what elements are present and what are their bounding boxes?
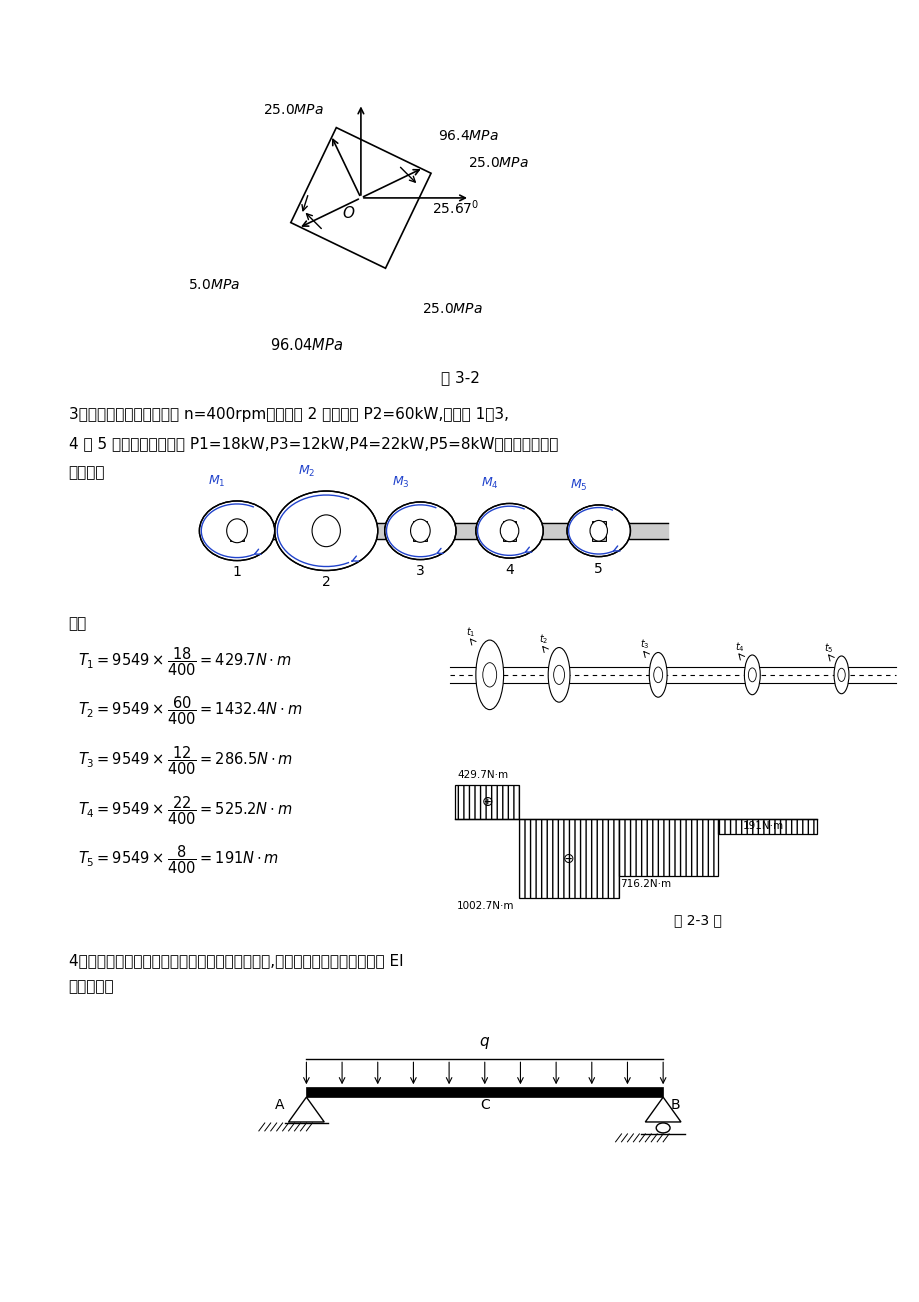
Ellipse shape: [384, 503, 456, 560]
Text: $O$: $O$: [342, 204, 356, 221]
Bar: [230, 521, 244, 540]
Ellipse shape: [275, 491, 378, 570]
Text: 1002.7N·m: 1002.7N·m: [457, 901, 514, 911]
Text: $T_1 = 9549 \times \dfrac{18}{400} = 429.7N \cdot m$: $T_1 = 9549 \times \dfrac{18}{400} = 429…: [78, 644, 292, 677]
Bar: [317, 521, 335, 540]
Text: $T_2 = 9549 \times \dfrac{60}{400} = 1432.4N \cdot m$: $T_2 = 9549 \times \dfrac{60}{400} = 143…: [78, 695, 302, 728]
Ellipse shape: [834, 656, 848, 694]
Text: $T_3 = 9549 \times \dfrac{12}{400} = 286.5N \cdot m$: $T_3 = 9549 \times \dfrac{12}{400} = 286…: [78, 745, 293, 777]
Bar: [413, 521, 426, 540]
Text: 题 2-3 图: 题 2-3 图: [673, 913, 721, 927]
Bar: [519, 819, 618, 898]
Text: $T_5 = 9549 \times \dfrac{8}{400} = 191N \cdot m$: $T_5 = 9549 \times \dfrac{8}{400} = 191N…: [78, 844, 279, 876]
Text: 2: 2: [322, 575, 330, 590]
Bar: [717, 819, 816, 835]
Ellipse shape: [548, 647, 570, 702]
Text: $t_3$: $t_3$: [639, 638, 649, 651]
Ellipse shape: [743, 655, 759, 695]
Text: 4 和 5 的输出功率分别为 P1=18kW,P3=12kW,P4=22kW,P5=8kW。试绘制该轴的: 4 和 5 的输出功率分别为 P1=18kW,P3=12kW,P4=22kW,P…: [69, 436, 557, 450]
Text: 5: 5: [594, 561, 603, 575]
Ellipse shape: [475, 641, 503, 710]
Text: $q$: $q$: [479, 1035, 490, 1052]
Text: $T_4 = 9549 \times \dfrac{22}{400} = 525.2N \cdot m$: $T_4 = 9549 \times \dfrac{22}{400} = 525…: [78, 794, 292, 827]
Bar: [502, 521, 516, 540]
Text: ⊕: ⊕: [481, 796, 493, 809]
Text: $5.0MPa$: $5.0MPa$: [188, 279, 240, 293]
Ellipse shape: [226, 519, 247, 543]
Text: $t_1$: $t_1$: [466, 625, 475, 639]
Text: $25.0MPa$: $25.0MPa$: [422, 302, 482, 316]
Text: 191N·m: 191N·m: [742, 822, 783, 831]
Text: $t_4$: $t_4$: [733, 641, 743, 654]
Text: $M_4$: $M_4$: [481, 477, 498, 491]
Text: $96.04MPa$: $96.04MPa$: [269, 337, 343, 353]
Text: $25.0MPa$: $25.0MPa$: [263, 103, 323, 117]
Text: 4: 4: [505, 562, 514, 577]
Text: 716.2N·m: 716.2N·m: [619, 879, 671, 889]
Ellipse shape: [312, 514, 340, 547]
Text: 4．用积分法求图所示梁的挠曲线方程和转角方程,并求最大挠度和转角。各梁 EI: 4．用积分法求图所示梁的挠曲线方程和转角方程,并求最大挠度和转角。各梁 EI: [69, 953, 403, 969]
Text: $M_1$: $M_1$: [209, 474, 226, 488]
Text: 解：: 解：: [69, 616, 86, 631]
Text: 图 3-2: 图 3-2: [440, 370, 479, 385]
Text: $M_3$: $M_3$: [391, 474, 409, 490]
Text: $t_5$: $t_5$: [823, 641, 833, 655]
Text: ⊖: ⊖: [562, 852, 574, 866]
Text: $25.67^0$: $25.67^0$: [432, 198, 479, 217]
Text: 429.7N·m: 429.7N·m: [457, 769, 507, 780]
Text: B: B: [670, 1098, 680, 1112]
Text: 1: 1: [233, 565, 241, 579]
Text: 均为常数。: 均为常数。: [69, 979, 114, 993]
Text: A: A: [275, 1098, 284, 1112]
Bar: [306, 1087, 663, 1098]
Text: $M_2$: $M_2$: [298, 464, 315, 479]
Bar: [591, 521, 605, 540]
Ellipse shape: [649, 652, 666, 697]
Bar: [455, 785, 519, 819]
Ellipse shape: [199, 501, 275, 561]
Text: 3: 3: [415, 565, 425, 578]
Bar: [618, 819, 717, 876]
Ellipse shape: [475, 504, 542, 559]
Text: 扭矩图。: 扭矩图。: [69, 466, 105, 480]
Text: $25.0MPa$: $25.0MPa$: [468, 156, 528, 171]
Ellipse shape: [500, 519, 518, 542]
Text: $96.4MPa$: $96.4MPa$: [437, 129, 498, 143]
Ellipse shape: [566, 505, 630, 557]
Text: C: C: [480, 1098, 489, 1112]
Text: 3．图中所示传动轴的转速 n=400rpm，主动轮 2 输入功率 P2=60kW,从动轮 1，3,: 3．图中所示传动轴的转速 n=400rpm，主动轮 2 输入功率 P2=60kW…: [69, 406, 508, 422]
Text: $M_5$: $M_5$: [570, 478, 587, 492]
Text: $t_2$: $t_2$: [538, 633, 548, 647]
Ellipse shape: [589, 521, 607, 542]
Ellipse shape: [410, 519, 430, 543]
